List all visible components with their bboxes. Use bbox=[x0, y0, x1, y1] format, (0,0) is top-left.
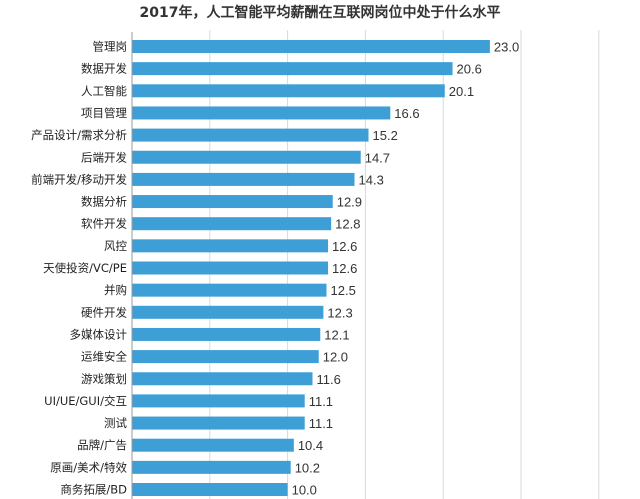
category-label: 软件开发 bbox=[81, 217, 127, 231]
value-label: 12.6 bbox=[332, 239, 357, 254]
category-label: 原画/美术/特效 bbox=[50, 460, 127, 474]
value-label: 10.4 bbox=[298, 438, 323, 453]
value-label: 10.0 bbox=[292, 483, 317, 498]
bar bbox=[132, 62, 453, 76]
value-label: 12.1 bbox=[324, 327, 349, 342]
bars bbox=[132, 40, 490, 496]
value-label: 14.3 bbox=[359, 172, 384, 187]
value-label: 12.9 bbox=[337, 195, 362, 210]
category-label: 产品设计/需求分析 bbox=[31, 128, 127, 142]
value-label: 16.6 bbox=[394, 106, 419, 121]
bar bbox=[132, 40, 490, 53]
value-label: 11.6 bbox=[316, 372, 340, 387]
value-label: 12.5 bbox=[331, 283, 356, 298]
bar bbox=[132, 239, 329, 253]
bar bbox=[132, 172, 355, 186]
bar bbox=[132, 460, 291, 474]
value-label: 12.6 bbox=[332, 261, 357, 276]
bar bbox=[132, 217, 332, 231]
category-label: 商务拓展/BD bbox=[60, 483, 127, 497]
category-label: 测试 bbox=[104, 416, 127, 430]
category-label: 多媒体设计 bbox=[70, 327, 128, 341]
bar bbox=[132, 84, 445, 98]
category-label: 管理岗 bbox=[93, 40, 128, 54]
bar bbox=[132, 350, 319, 364]
category-label: 前端开发/移动开发 bbox=[31, 172, 127, 186]
bar bbox=[132, 372, 313, 386]
category-label: 天使投资/VC/PE bbox=[43, 261, 127, 275]
value-label: 12.0 bbox=[323, 350, 348, 365]
category-label: 硬件开发 bbox=[81, 305, 127, 319]
value-label: 14.7 bbox=[365, 150, 390, 165]
value-label: 20.1 bbox=[449, 84, 474, 99]
value-label: 11.1 bbox=[309, 416, 333, 431]
value-label: 15.2 bbox=[373, 128, 398, 143]
bar bbox=[132, 394, 305, 408]
category-labels: 管理岗数据开发人工智能项目管理产品设计/需求分析后端开发前端开发/移动开发数据分… bbox=[31, 40, 127, 497]
category-label: 数据开发 bbox=[81, 62, 127, 76]
category-label: 品牌/广告 bbox=[77, 438, 127, 452]
bar bbox=[132, 150, 361, 164]
category-label: 并购 bbox=[104, 283, 127, 297]
value-label: 11.1 bbox=[309, 394, 333, 409]
category-label: 项目管理 bbox=[81, 106, 127, 120]
bar bbox=[132, 305, 324, 319]
value-label: 12.3 bbox=[327, 305, 352, 320]
category-label: 人工智能 bbox=[81, 84, 127, 98]
value-labels: 23.0 20.6 20.1 16.6 15.2 14.7 14.3 12.9 12.8 12.6… bbox=[292, 40, 520, 498]
bar bbox=[132, 283, 327, 297]
bar bbox=[132, 483, 288, 496]
bar bbox=[132, 438, 294, 452]
value-label: 12.8 bbox=[335, 217, 360, 232]
bar bbox=[132, 416, 305, 430]
category-label: 游戏策划 bbox=[81, 372, 127, 386]
value-label: 20.6 bbox=[457, 62, 482, 77]
bar bbox=[132, 327, 321, 341]
category-label: 风控 bbox=[104, 239, 127, 253]
category-label: UI/UE/GUI/交互 bbox=[44, 394, 127, 408]
bar bbox=[132, 261, 329, 275]
bar bbox=[132, 106, 391, 120]
value-label: 23.0 bbox=[494, 40, 519, 55]
category-label: 数据分析 bbox=[81, 195, 127, 209]
chart-title: 2017年，人工智能平均薪酬在互联网岗位中处于什么水平 bbox=[140, 4, 501, 21]
bar bbox=[132, 195, 333, 209]
value-label: 10.2 bbox=[295, 460, 320, 475]
bar bbox=[132, 128, 369, 142]
category-label: 运维安全 bbox=[81, 350, 127, 364]
category-label: 后端开发 bbox=[81, 150, 127, 164]
